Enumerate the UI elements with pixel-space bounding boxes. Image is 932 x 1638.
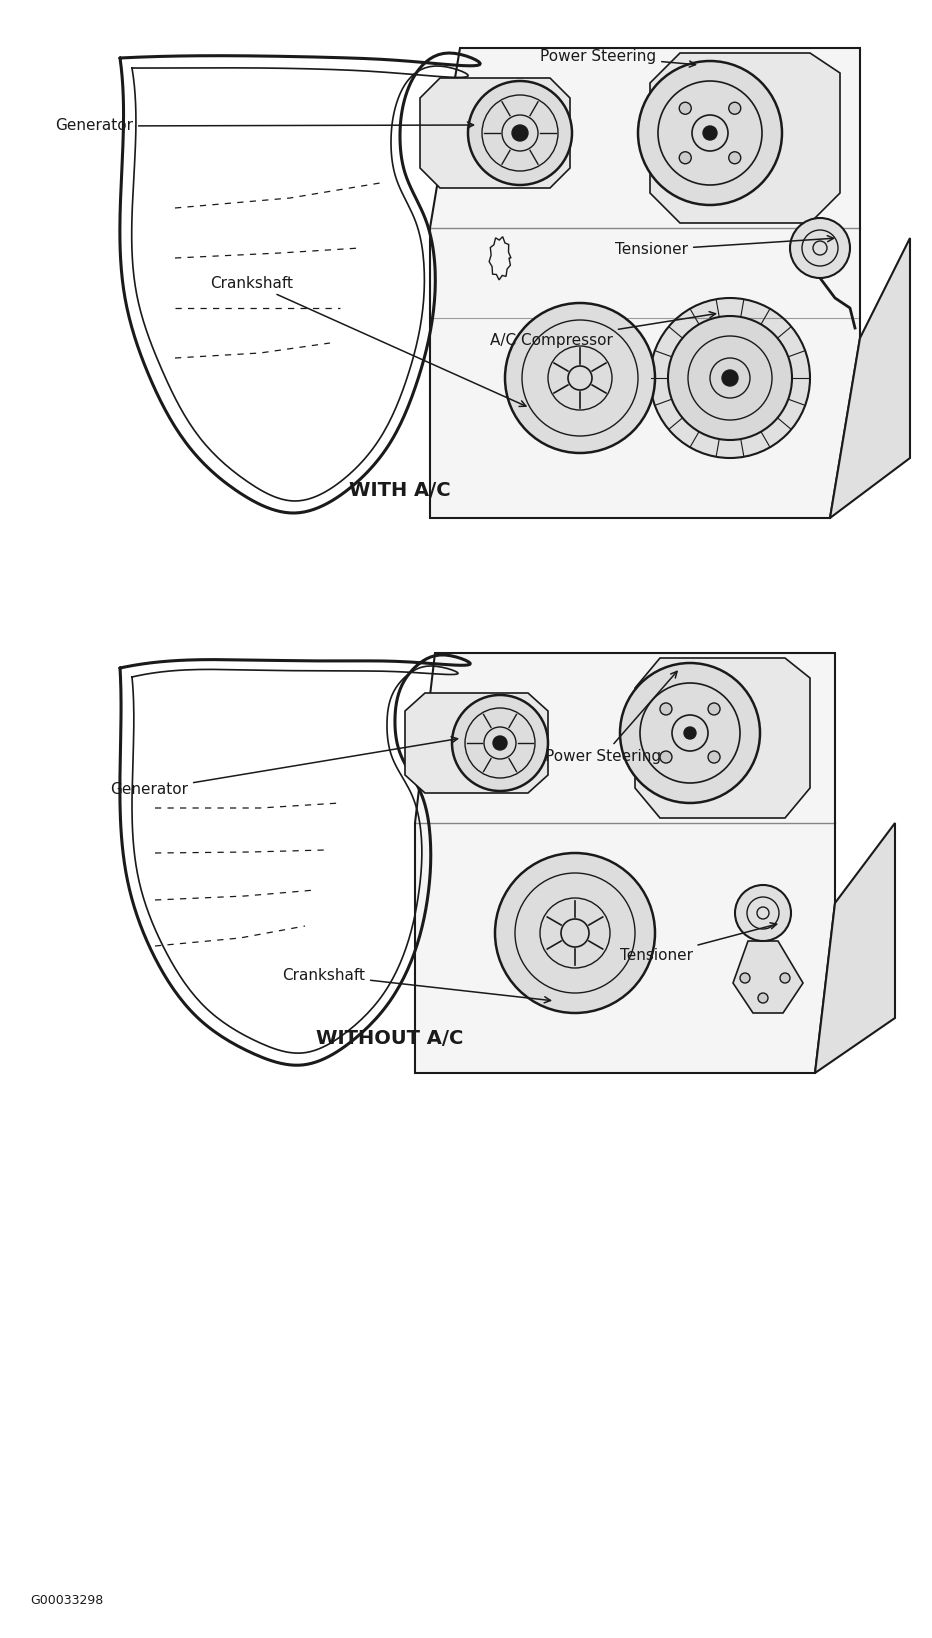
Polygon shape [405,693,548,793]
Circle shape [780,973,790,983]
Text: WITH A/C: WITH A/C [350,480,451,500]
Circle shape [468,80,572,185]
Polygon shape [815,822,895,1073]
Polygon shape [650,52,840,223]
Circle shape [684,727,696,739]
Circle shape [722,370,738,387]
Text: Crankshaft: Crankshaft [210,275,526,406]
Circle shape [729,152,741,164]
Text: Tensioner: Tensioner [620,922,776,963]
Circle shape [703,126,717,139]
Circle shape [452,695,548,791]
Text: Generator: Generator [110,737,458,798]
Polygon shape [830,238,910,518]
Circle shape [660,752,672,763]
Text: WITHOUT A/C: WITHOUT A/C [316,1029,464,1047]
Circle shape [620,663,760,803]
Polygon shape [635,658,810,817]
Circle shape [512,124,528,141]
Text: Generator: Generator [55,118,473,134]
Circle shape [708,703,720,714]
Polygon shape [733,940,803,1012]
Circle shape [505,303,655,454]
Circle shape [735,885,791,940]
Polygon shape [430,48,860,518]
Circle shape [495,853,655,1012]
Circle shape [758,993,768,1002]
Circle shape [679,152,692,164]
Text: A/C Compressor: A/C Compressor [490,311,716,347]
Polygon shape [420,79,570,188]
Circle shape [740,973,750,983]
Text: Power Steering: Power Steering [545,672,677,763]
Text: Crankshaft: Crankshaft [282,968,551,1002]
Circle shape [650,298,810,459]
Circle shape [493,735,507,750]
Circle shape [679,102,692,115]
Text: Tensioner: Tensioner [615,236,833,257]
Circle shape [668,316,792,441]
Text: Power Steering: Power Steering [540,49,695,67]
Circle shape [790,218,850,278]
Polygon shape [415,654,835,1073]
Circle shape [660,703,672,714]
Circle shape [638,61,782,205]
Circle shape [729,102,741,115]
Text: G00033298: G00033298 [30,1594,103,1607]
Circle shape [708,752,720,763]
